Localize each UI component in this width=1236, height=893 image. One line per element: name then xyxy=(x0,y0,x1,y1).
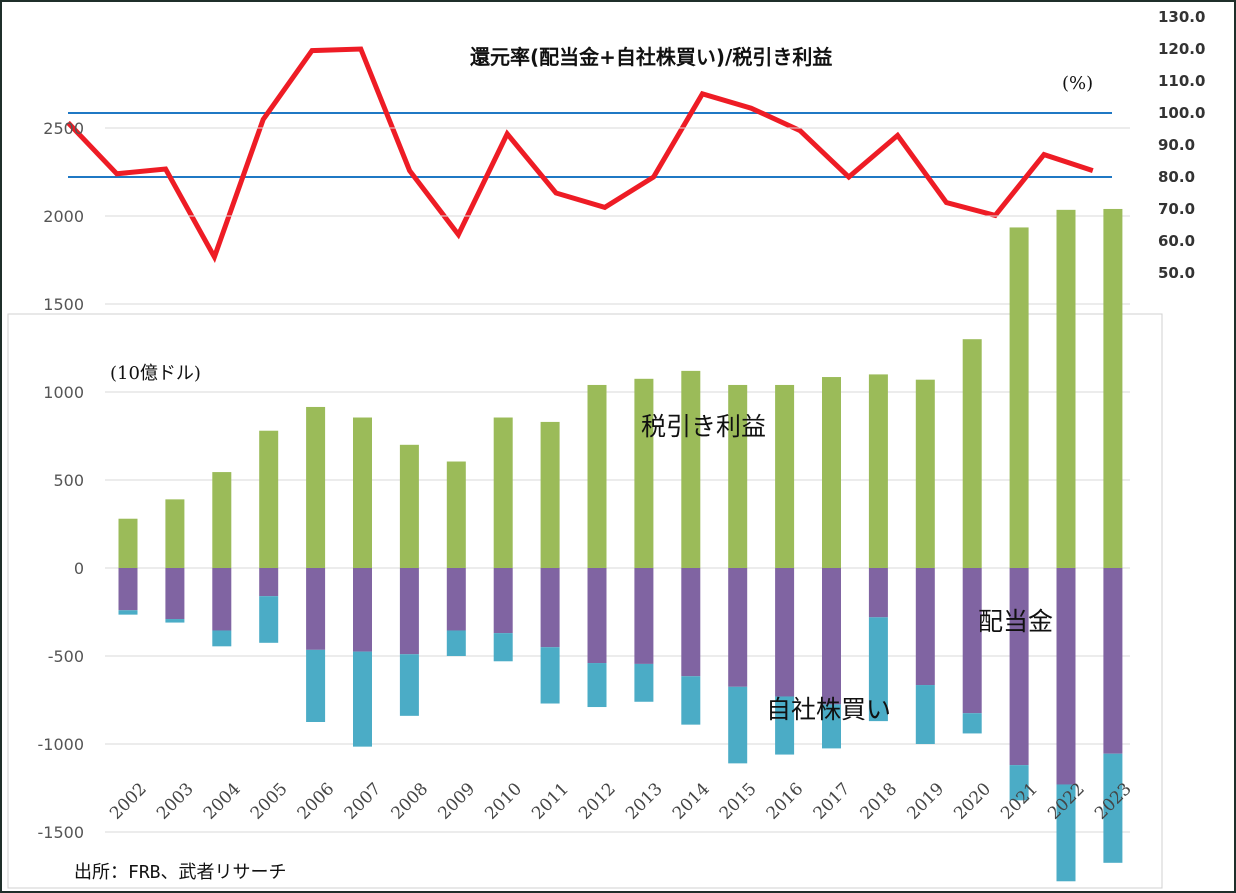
bar-y-tick-label: 1500 xyxy=(43,295,84,314)
bar-buyback-2014 xyxy=(681,676,701,725)
bar-dividend-2016 xyxy=(775,568,795,697)
bar-dividend-2006 xyxy=(306,568,326,650)
bar-dividend-2008 xyxy=(399,568,419,655)
bar-buyback-2016 xyxy=(775,696,795,755)
bar-buyback-2010 xyxy=(493,633,513,662)
bar-y-tick-label: 2500 xyxy=(43,119,84,138)
return-ratio-line xyxy=(66,46,1094,264)
bar-buyback-2020 xyxy=(962,713,982,734)
bar-buyback-2006 xyxy=(306,649,326,722)
bar-dividend-2019 xyxy=(915,568,935,686)
bar-y-tick-label: 1000 xyxy=(43,383,84,402)
bar-y-tick-label: 2000 xyxy=(43,207,84,226)
bar-profit-2003 xyxy=(165,499,185,568)
top-y-tick-label: 80.0 xyxy=(1158,168,1195,186)
bar-profit-2016 xyxy=(775,384,795,568)
bar-dividend-2020 xyxy=(962,568,982,714)
bar-buyback-2022 xyxy=(1056,784,1076,882)
top-y-tick-label: 70.0 xyxy=(1158,200,1195,218)
bar-buyback-2012 xyxy=(587,663,607,708)
bar-y-tick-label: -1500 xyxy=(38,823,85,842)
top-chart-title: 還元率(配当金+自社株買い)/税引き利益 xyxy=(470,45,832,69)
bar-buyback-2023 xyxy=(1103,753,1123,863)
bar-dividend-2015 xyxy=(728,568,748,687)
bar-buyback-2019 xyxy=(915,685,935,744)
bar-profit-2015 xyxy=(728,384,748,568)
bar-buyback-2007 xyxy=(353,651,372,747)
bar-profit-2005 xyxy=(259,430,279,568)
source-note: 出所：FRB、武者リサーチ xyxy=(74,862,287,883)
bar-profit-2021 xyxy=(1009,227,1029,568)
bar-profit-2018 xyxy=(868,374,888,568)
return-ratio-chart: 130.0 120.0 110.0 100.0 90.0 80.0 70.0 60.0 50.0… xyxy=(66,8,1205,282)
bar-buyback-2017 xyxy=(822,704,841,749)
bar-buyback-2004 xyxy=(212,630,232,647)
bar-profit-2014 xyxy=(681,370,701,568)
top-chart-unit: (%) xyxy=(1062,73,1093,94)
bar-profit-2023 xyxy=(1103,208,1123,568)
bar-y-tick-label: 0 xyxy=(74,559,84,578)
bar-buyback-2009 xyxy=(446,630,466,656)
bar-profit-2022 xyxy=(1056,209,1076,568)
top-y-tick-label: 130.0 xyxy=(1158,8,1205,26)
bar-dividend-2010 xyxy=(493,568,513,634)
bar-profit-2011 xyxy=(540,421,560,568)
bar-y-tick-label: 500 xyxy=(53,471,84,490)
bar-buyback-2018 xyxy=(868,617,888,722)
bar-profit-2012 xyxy=(587,384,607,568)
bar-profit-2017 xyxy=(822,377,841,568)
profit-annotation: 税引き利益 xyxy=(641,412,766,441)
bar-buyback-2003 xyxy=(165,619,185,623)
bar-profit-2020 xyxy=(962,339,982,568)
top-y-tick-label: 50.0 xyxy=(1158,264,1195,282)
bar-dividend-2011 xyxy=(540,568,560,648)
bar-buyback-2008 xyxy=(399,654,419,716)
buyback-annotation: 自社株買い xyxy=(766,695,891,724)
top-y-tick-label: 120.0 xyxy=(1158,40,1205,58)
bar-y-tick-label: -1000 xyxy=(38,735,85,754)
bar-dividend-2003 xyxy=(165,568,185,620)
bar-y-tick-label: -500 xyxy=(48,647,84,666)
bar-dividend-2021 xyxy=(1009,568,1029,766)
bar-dividend-2012 xyxy=(587,568,607,664)
top-y-tick-label: 100.0 xyxy=(1158,104,1205,122)
bar-profit-2002 xyxy=(118,518,138,568)
bar-dividend-2014 xyxy=(681,568,701,677)
bar-profit-2006 xyxy=(306,406,326,568)
top-y-tick-label: 60.0 xyxy=(1158,232,1195,250)
bar-dividend-2023 xyxy=(1103,568,1123,754)
bar-dividend-2022 xyxy=(1056,568,1076,785)
bar-dividend-2013 xyxy=(634,568,654,664)
bar-buyback-2015 xyxy=(728,686,748,764)
bar-dividend-2005 xyxy=(259,568,279,597)
bar-profit-2009 xyxy=(446,461,466,568)
bar-dividend-2009 xyxy=(446,568,466,631)
bar-buyback-2011 xyxy=(540,647,560,704)
bar-buyback-2013 xyxy=(634,663,654,702)
dividend-annotation: 配当金 xyxy=(978,607,1053,636)
bar-buyback-2002 xyxy=(118,610,138,615)
bar-dividend-2018 xyxy=(868,568,888,618)
bar-profit-2004 xyxy=(212,472,232,568)
bar-profit-2019 xyxy=(915,379,935,568)
top-y-tick-label: 90.0 xyxy=(1158,136,1195,154)
bar-buyback-2021 xyxy=(1009,765,1029,801)
bar-profit-2010 xyxy=(493,417,513,568)
bar-dividend-2002 xyxy=(118,568,138,611)
bar-profit-2013 xyxy=(634,378,654,568)
top-y-tick-label: 110.0 xyxy=(1158,72,1205,90)
bar-dividend-2007 xyxy=(353,568,372,652)
bar-dividend-2004 xyxy=(212,568,232,631)
bar-profit-2007 xyxy=(353,417,372,568)
bar-profit-2008 xyxy=(399,444,419,568)
bar-buyback-2005 xyxy=(259,596,279,643)
bar-dividend-2017 xyxy=(822,568,841,705)
bar-chart-unit: (10億ドル) xyxy=(110,363,201,384)
